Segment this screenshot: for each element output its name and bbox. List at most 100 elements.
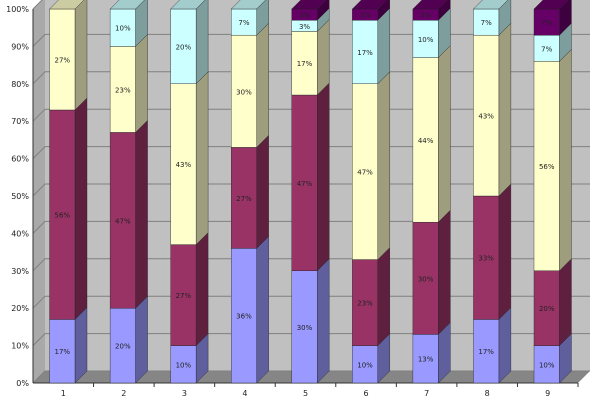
gridline	[32, 33, 590, 47]
segment-label: 17%	[478, 348, 494, 356]
bar-segment	[109, 46, 136, 133]
bar-segment	[109, 308, 136, 384]
segment-label: 36%	[236, 313, 252, 321]
bar-segment	[109, 132, 136, 309]
bar-segment-side	[317, 258, 330, 384]
segment-label: 33%	[478, 255, 494, 263]
x-tick-label: 1	[61, 389, 66, 398]
bar-top	[351, 0, 388, 10]
bar-segment	[533, 8, 560, 36]
bar-segment	[231, 147, 257, 249]
segment-label: 30%	[236, 88, 252, 96]
bar-segment-side	[377, 7, 390, 85]
x-tick-label: 5	[303, 389, 308, 398]
gridline	[32, 333, 590, 346]
segment-label: 10%	[115, 25, 131, 33]
bar-segment	[473, 8, 500, 36]
bar-segment-side	[74, 0, 88, 111]
bar-top	[170, 0, 206, 10]
bar-top	[291, 0, 327, 10]
segment-label: 13%	[418, 356, 434, 364]
gridline	[32, 220, 590, 234]
bar-segment	[291, 31, 318, 96]
segment-label: 7%	[481, 19, 492, 27]
y-tick-label: 60%	[11, 155, 29, 164]
bar-segment	[352, 259, 378, 346]
bar-segment-side	[195, 232, 209, 347]
bar-segment	[412, 57, 439, 223]
gridline	[32, 108, 590, 122]
bar-segment-side	[498, 183, 512, 320]
bar-segment-side	[256, 134, 269, 249]
x-tick-label: 3	[182, 389, 187, 398]
segment-label: 56%	[539, 163, 555, 171]
y-tick-label: 0%	[16, 379, 29, 388]
bar-segment	[291, 94, 318, 271]
segment-label: 20%	[115, 343, 131, 351]
segment-label: 10%	[176, 361, 192, 369]
y-tick-label: 10%	[11, 342, 29, 351]
segment-label: 27%	[54, 56, 70, 64]
segment-label: 23%	[357, 300, 373, 308]
y-tick-label: 100%	[6, 5, 29, 14]
x-tick-label: 2	[121, 389, 126, 398]
gridline	[32, 0, 43, 10]
bar-segment-side	[559, 48, 572, 272]
segment-label: 3%	[299, 23, 310, 31]
bar-segment-side	[377, 71, 390, 261]
segment-label: 17%	[54, 348, 70, 356]
segment-label: 7%	[238, 19, 249, 27]
bar-segment-side	[135, 119, 148, 309]
bar-segment	[352, 83, 378, 260]
bar-segment-side	[498, 306, 512, 384]
bar-segment	[533, 345, 560, 384]
bar-segment-side	[74, 306, 88, 384]
bar-segment	[352, 345, 378, 384]
segment-label: 27%	[236, 195, 252, 203]
x-tick-label: 6	[364, 389, 369, 398]
bar-segment	[231, 8, 257, 36]
bar-segment	[533, 270, 560, 346]
x-tick-label: 8	[485, 389, 490, 398]
y-tick-label: 70%	[11, 117, 29, 126]
bar-segment-side	[559, 258, 572, 347]
segment-label: 56%	[54, 212, 70, 220]
bar-segment	[109, 8, 136, 47]
bar-segment-side	[195, 0, 209, 85]
bar-segment	[473, 195, 500, 320]
segment-label: 3%	[360, 12, 371, 20]
bar-segment-side	[317, 18, 330, 96]
segment-label: 20%	[539, 305, 555, 313]
segment-label: 44%	[418, 137, 434, 145]
gridline	[32, 258, 590, 272]
y-tick-label: 50%	[11, 192, 29, 201]
bar-top	[230, 0, 266, 10]
side-wall	[33, 0, 45, 383]
segment-label: 30%	[418, 275, 434, 283]
bar-segment	[473, 34, 500, 197]
bar-segment-side	[195, 71, 209, 246]
x-tick-label: 4	[242, 389, 247, 398]
segment-label: 47%	[357, 169, 373, 177]
y-tick-label: 30%	[11, 267, 29, 276]
bar-top	[49, 0, 85, 10]
gridline	[32, 183, 590, 197]
bar-segment-side	[256, 235, 269, 384]
gridline	[32, 370, 590, 384]
bar-segment	[231, 248, 257, 384]
segment-label: 20%	[176, 43, 192, 51]
segment-label: 17%	[297, 60, 313, 68]
segment-label: 3%	[420, 12, 431, 20]
bar-segment-side	[135, 295, 148, 384]
bar-segment	[170, 345, 197, 384]
bar-top	[412, 0, 448, 10]
gridline	[32, 146, 590, 159]
segment-label: 47%	[115, 217, 131, 225]
segment-label: 27%	[176, 292, 192, 300]
segment-label: 10%	[418, 36, 434, 44]
segment-label: 10%	[357, 361, 373, 369]
y-tick-label: 40%	[11, 229, 29, 238]
bar-segment	[412, 20, 439, 58]
